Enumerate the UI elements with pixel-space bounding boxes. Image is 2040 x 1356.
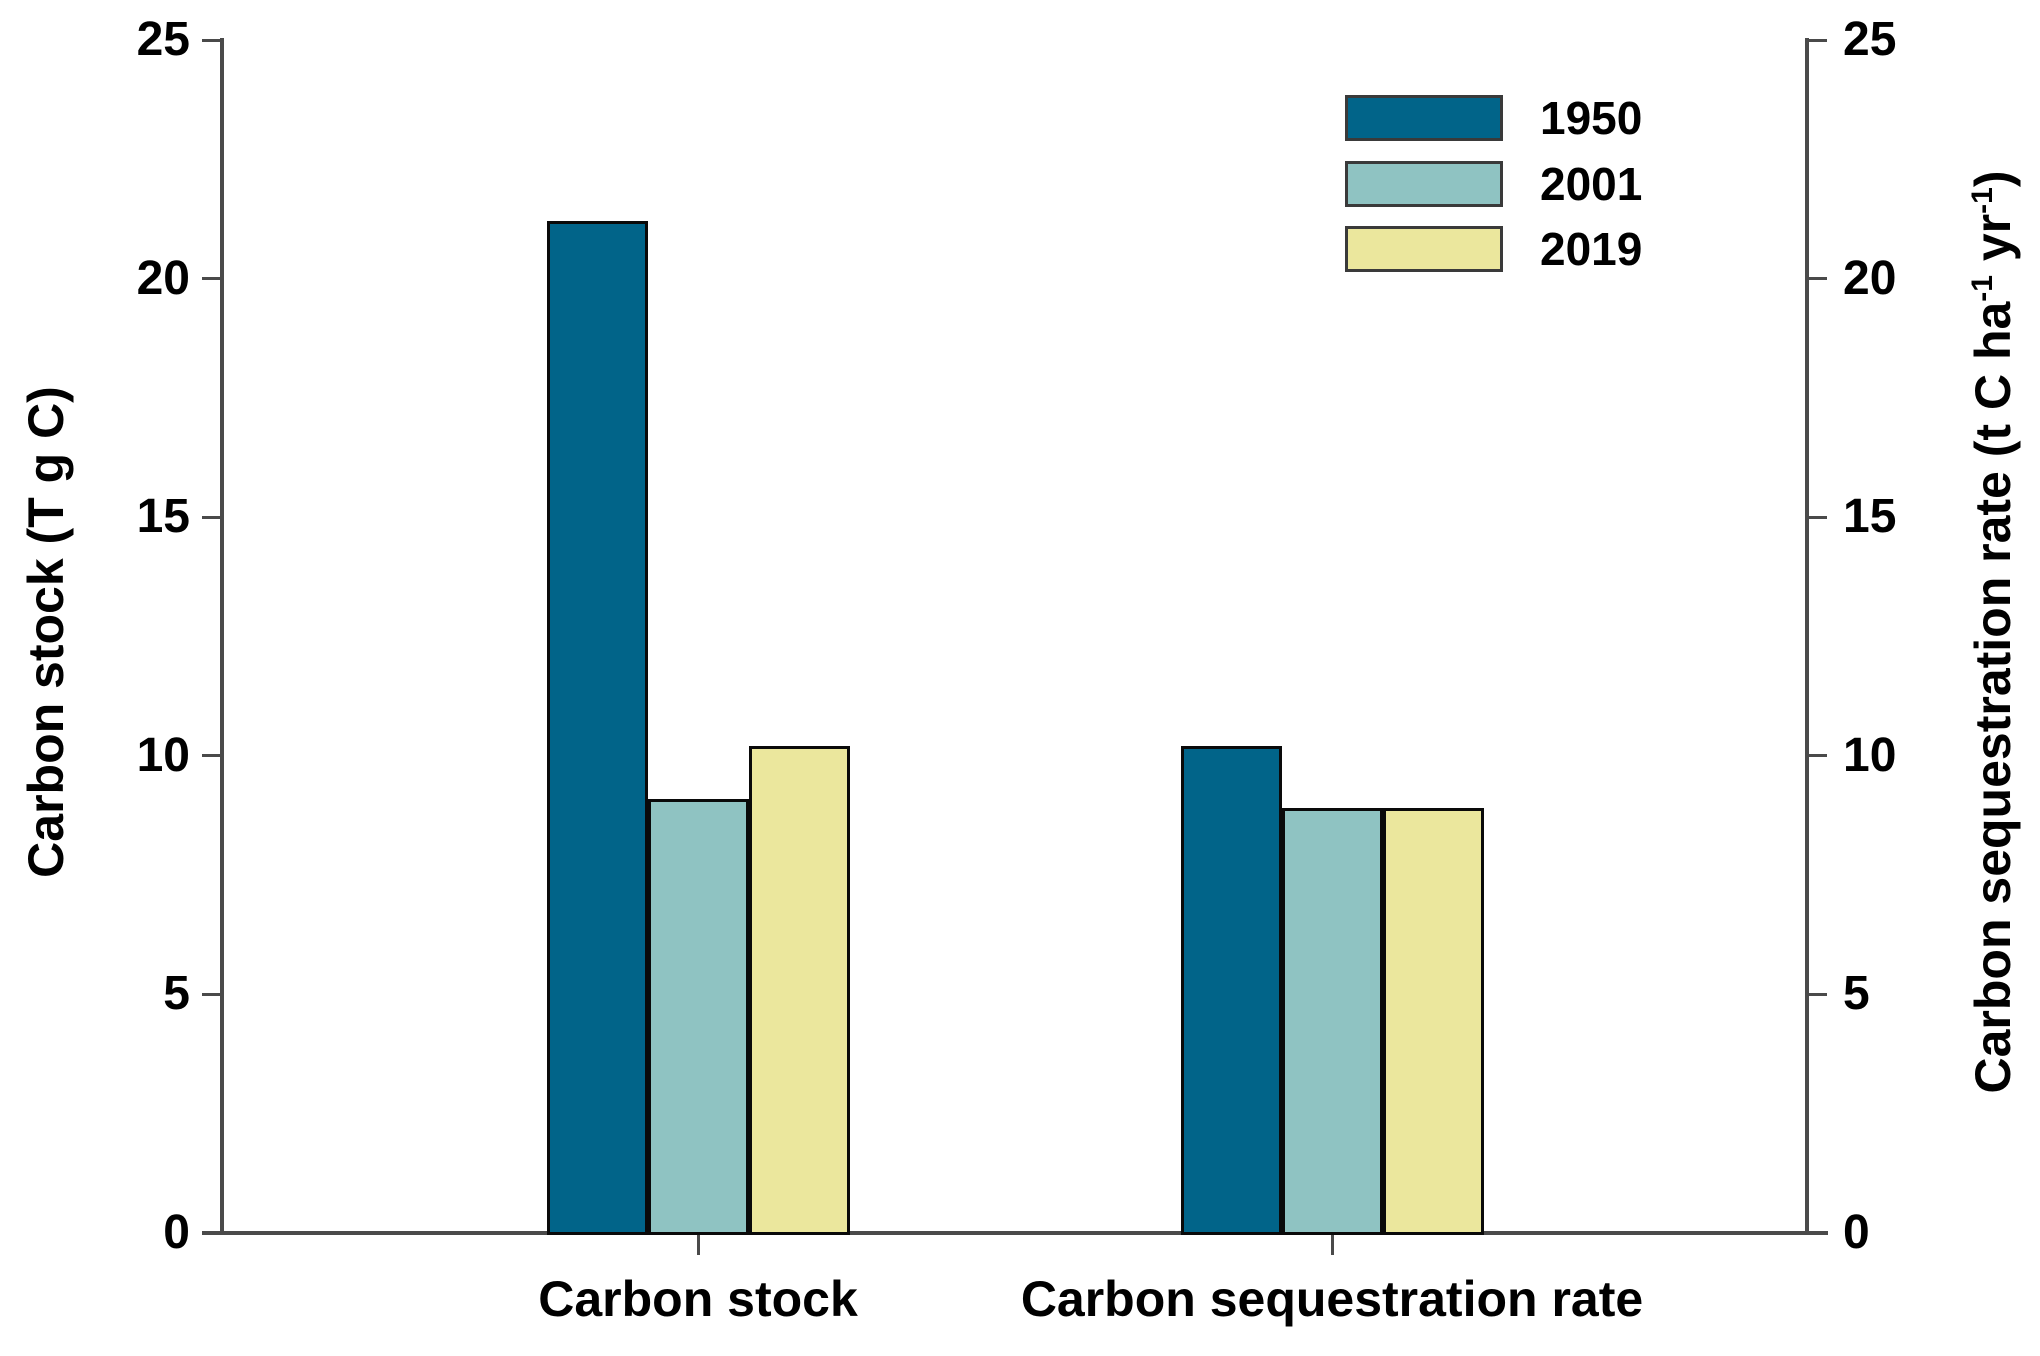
left-y-tick-label: 20 [136, 251, 190, 305]
bar-1950-carbon-sequestration-rate [1180, 746, 1282, 1235]
left-y-tick [202, 992, 222, 996]
left-y-tick-label: 25 [136, 13, 190, 66]
x-tick-label-carbon-stock: Carbon stock [538, 1271, 858, 1327]
legend-label-2001: 2001 [1540, 157, 1643, 210]
x-tick-label-carbon-sequestration-rate: Carbon sequestration rate [1020, 1271, 1644, 1327]
right-y-tick [1807, 515, 1827, 519]
superscript-minus-one: -1 [1966, 187, 2000, 214]
left-y-tick-label: 10 [136, 728, 190, 782]
left-y-tick [202, 277, 222, 281]
left-y-tick [202, 515, 222, 519]
x-axis-line [202, 1231, 1828, 1235]
left-y-axis-line [220, 38, 224, 1235]
right-y-tick [1807, 992, 1827, 996]
legend-swatch-2001 [1345, 160, 1503, 207]
left-y-tick [202, 38, 222, 42]
bar-2019-carbon-sequestration-rate [1382, 808, 1484, 1235]
left-y-tick [202, 1231, 222, 1235]
right-y-tick-label: 0 [1843, 1206, 1870, 1259]
right-y-tick [1807, 754, 1827, 758]
legend-swatch-2019 [1345, 226, 1503, 272]
bar-2001-carbon-stock [647, 798, 749, 1235]
left-y-tick [202, 754, 222, 758]
left-y-tick-label: 15 [136, 490, 190, 544]
right-y-axis-line [1805, 38, 1809, 1235]
right-y-tick [1807, 38, 1827, 42]
left-y-tick-label: 5 [163, 967, 190, 1021]
right-y-tick-label: 5 [1843, 967, 1870, 1021]
right-y-tick-label: 10 [1843, 728, 1897, 782]
bar-2019-carbon-stock [748, 746, 850, 1235]
right-y-axis-title: Carbon sequestration rate (t C ha-1 yr-1… [1956, 170, 2021, 1094]
x-tick [696, 1235, 700, 1255]
legend-swatch-1950 [1345, 95, 1503, 141]
x-tick [1330, 1235, 1334, 1255]
legend-label-2019: 2019 [1540, 223, 1643, 275]
right-y-tick-label: 20 [1843, 251, 1897, 305]
right-y-tick-label: 15 [1843, 490, 1897, 544]
right-y-tick [1807, 1231, 1827, 1235]
right-y-tick-label: 25 [1843, 13, 1897, 66]
right-axis-title-text: ) [1964, 170, 2021, 188]
legend-label-1950: 1950 [1540, 92, 1643, 144]
right-y-tick [1807, 277, 1827, 281]
bar-2001-carbon-sequestration-rate [1281, 808, 1383, 1235]
left-y-axis-title: Carbon stock (T g C) [18, 386, 74, 878]
left-y-tick-label: 0 [163, 1206, 190, 1259]
bar-1950-carbon-stock [546, 221, 648, 1235]
